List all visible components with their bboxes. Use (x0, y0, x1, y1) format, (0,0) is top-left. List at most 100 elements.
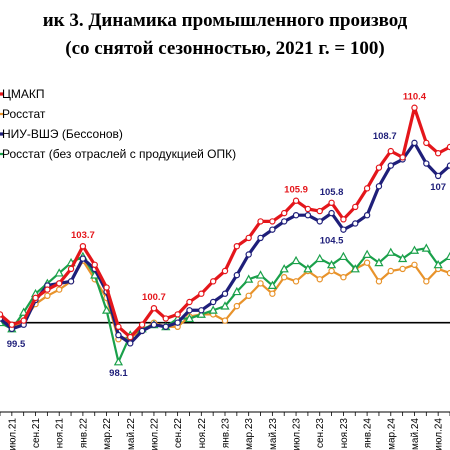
x-tick-label: июл.21 (7, 418, 18, 450)
series-point (316, 218, 323, 225)
x-tick-label: янв.22 (78, 418, 89, 449)
data-labels: 99.5 103.7 98.1 100.7 105.9 105.8 104.5 110.4 10… (7, 92, 446, 379)
x-tick-label: ноя.21 (55, 418, 66, 449)
series-point (221, 317, 229, 324)
series-point (316, 207, 323, 215)
legend-entry: ЦМАКП (2, 87, 45, 101)
series-point (32, 294, 39, 302)
series-point (363, 211, 371, 219)
series-point (352, 203, 359, 211)
series-point (304, 205, 312, 213)
series-point (257, 280, 264, 287)
series-point (56, 280, 63, 287)
series-point (174, 319, 181, 326)
series-point (423, 278, 430, 285)
data-label: 103.7 (71, 230, 95, 241)
series-point (375, 164, 383, 171)
series-point (245, 251, 252, 258)
x-tick-label: июл.23 (292, 418, 303, 450)
series-point (340, 274, 347, 281)
x-tick-label: ноя.23 (339, 418, 350, 449)
series-point (340, 226, 347, 233)
series-point (196, 309, 206, 318)
series-point (387, 147, 394, 155)
series-point (198, 307, 205, 314)
x-tick-label: мар.24 (386, 418, 397, 450)
data-label: 100.7 (142, 292, 166, 303)
series-point (127, 333, 134, 341)
series-point (198, 290, 205, 297)
data-label: 98.1 (109, 368, 128, 379)
series-point (186, 298, 193, 306)
series-point (409, 245, 420, 254)
series-point (315, 253, 325, 263)
series-point (386, 247, 396, 256)
series-point (362, 249, 372, 258)
series-point (67, 265, 75, 273)
series-point (292, 197, 300, 204)
series-point (328, 267, 335, 275)
series-point (91, 261, 98, 268)
series-point (363, 259, 371, 266)
series-point (434, 149, 442, 157)
series-point (269, 218, 276, 225)
series-point (433, 259, 443, 269)
series-point (303, 264, 313, 273)
series-point (221, 290, 229, 297)
series-point (79, 255, 87, 262)
series-point (8, 321, 16, 328)
series-point (281, 218, 288, 225)
series-point (387, 162, 394, 169)
axis-layer: июл.21 сен.21 ноя.21 янв.22 мар.22 май.22 июл.… (0, 321, 450, 450)
series-point (434, 172, 442, 180)
series-point (232, 286, 242, 296)
series-point (103, 284, 110, 291)
series-point (375, 278, 383, 285)
series-point (328, 209, 335, 217)
series-point (115, 323, 122, 330)
series-point (184, 313, 195, 323)
series-point (445, 251, 450, 261)
series-point (138, 327, 146, 335)
data-label: 105.9 (284, 185, 308, 196)
series-point (411, 261, 418, 268)
series-point (233, 302, 241, 310)
data-label: 108.7 (373, 131, 397, 142)
series-point (245, 292, 252, 299)
series-point (267, 280, 277, 289)
x-tick-label: янв.24 (363, 418, 374, 449)
series-point (101, 305, 112, 314)
series-point (257, 218, 264, 225)
series-point (244, 274, 254, 283)
chart-title-line-2: (со снятой сезонностью, 2021 г. = 100) (65, 38, 385, 59)
series-point (411, 139, 418, 147)
series-point (291, 255, 301, 265)
series-point (174, 311, 181, 318)
legend-entry: Росстат (без отраслей с продукцией ОПК) (2, 147, 236, 161)
series-point (399, 265, 406, 273)
data-label: 107 (430, 182, 446, 193)
series-point (162, 323, 169, 330)
series-point (292, 278, 300, 285)
series-point (281, 209, 288, 217)
series-point (54, 268, 64, 277)
series-point (304, 211, 312, 219)
series-point (150, 305, 158, 312)
series-point (340, 216, 347, 223)
series-point (363, 185, 371, 192)
series-point (44, 292, 51, 299)
series-point (208, 305, 218, 314)
series-point (186, 307, 193, 314)
x-tick-label: май.22 (126, 418, 137, 450)
series-point (138, 321, 146, 328)
legend-entry: Росстат (2, 107, 46, 121)
series-point (375, 183, 383, 190)
series-point (20, 317, 27, 324)
x-tick-label: сен.23 (315, 418, 326, 448)
series-point (220, 301, 230, 310)
series-point (352, 220, 359, 227)
series-point (44, 286, 51, 293)
series-point (209, 278, 217, 285)
x-tick-label: июл.22 (149, 418, 160, 450)
